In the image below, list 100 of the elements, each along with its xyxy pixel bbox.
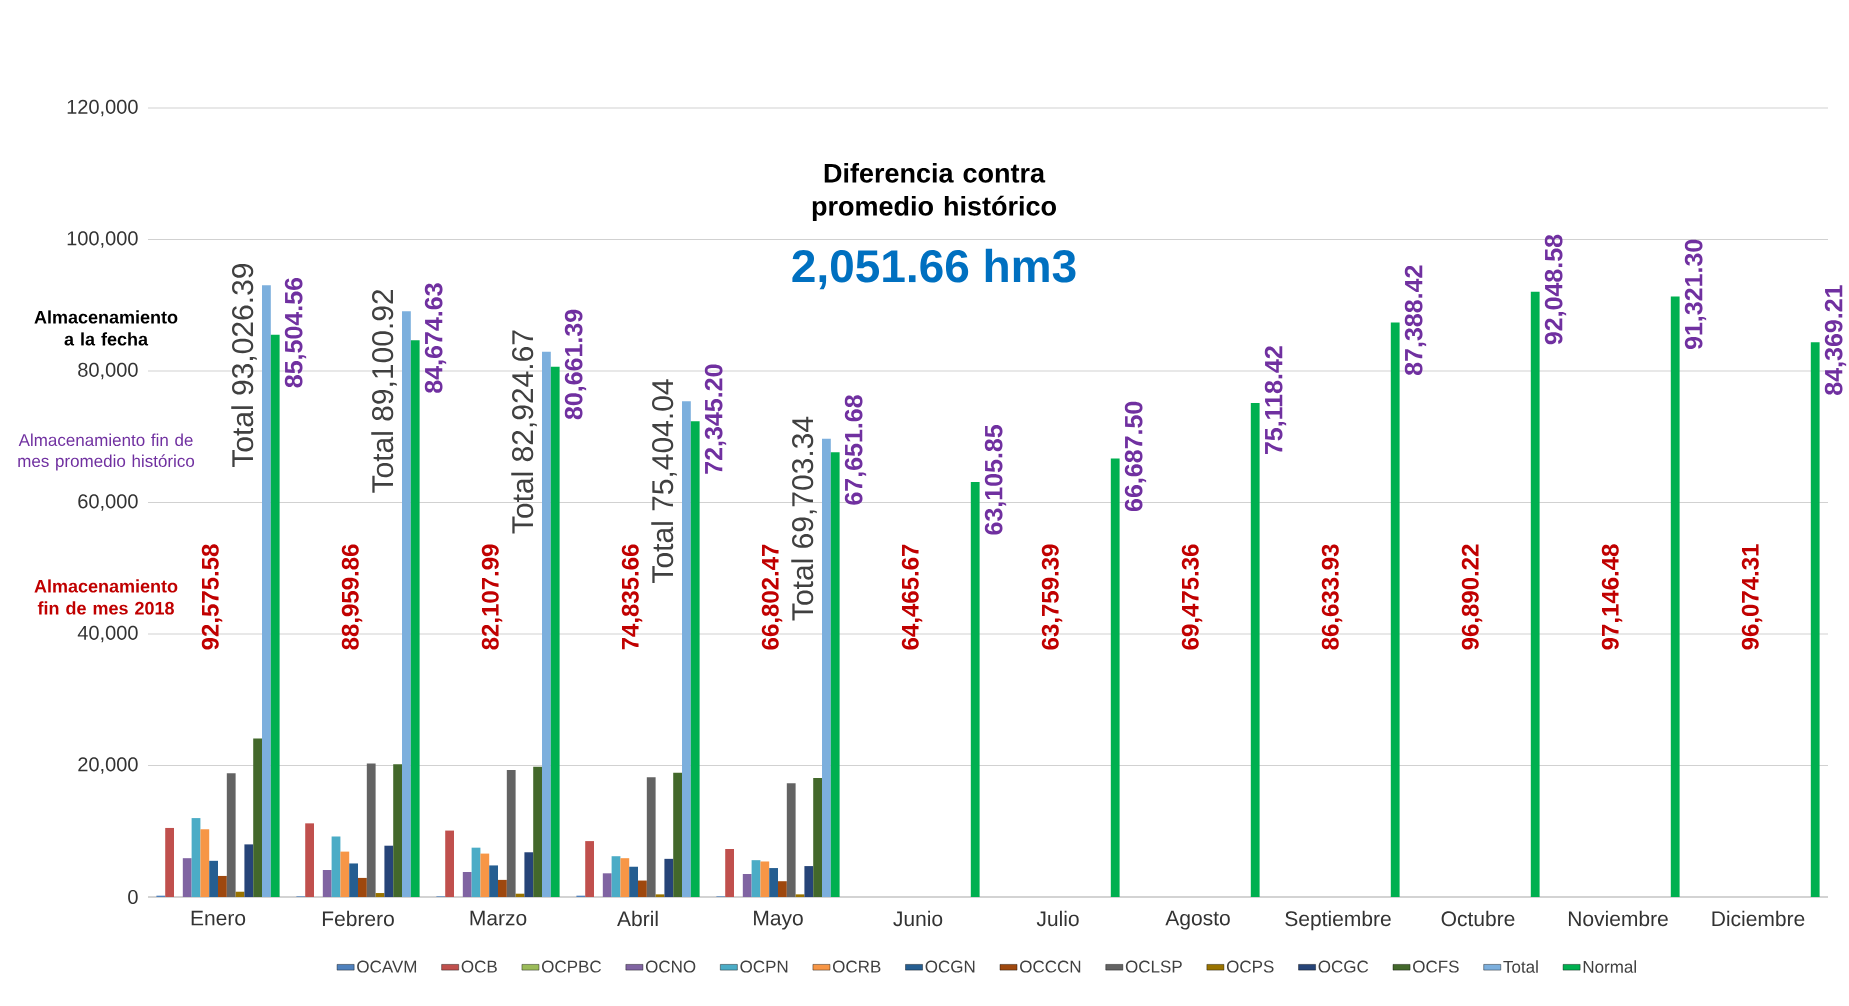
bar	[1810, 342, 1820, 897]
bar	[366, 763, 376, 897]
data-label: Total 89,100.92	[371, 289, 397, 493]
bar	[402, 311, 411, 897]
bar	[358, 877, 367, 897]
y-tick-label: 120,000	[67, 99, 138, 117]
annotation: 82,107.99	[481, 544, 503, 650]
bar	[550, 366, 560, 897]
legend-label: Normal	[1583, 960, 1636, 973]
bar	[664, 858, 674, 897]
bar	[585, 841, 595, 897]
annotation: 86,633.93	[1321, 544, 1343, 650]
bar	[542, 351, 551, 897]
data-label: Total 69,703.34	[791, 416, 817, 621]
bar	[340, 851, 350, 897]
text: Diferencia contra promedio histórico	[812, 162, 1056, 222]
bar	[751, 860, 761, 897]
data-label: 92,048.58	[1544, 234, 1567, 345]
data-label: 85,504.56	[284, 277, 307, 388]
bar	[489, 865, 499, 897]
bar	[970, 482, 980, 897]
legend-label: Total	[1503, 960, 1538, 973]
bar	[611, 856, 621, 897]
annotation: 64,465.67	[901, 544, 923, 650]
bar	[393, 764, 403, 897]
bar	[191, 818, 201, 897]
bar	[445, 830, 455, 897]
bar	[506, 770, 516, 897]
bar	[200, 829, 210, 897]
bar	[602, 873, 612, 897]
bar	[646, 777, 656, 897]
bar	[270, 334, 280, 897]
bar	[795, 894, 805, 897]
legend-label: OCPBC	[542, 960, 602, 973]
data-label: Total 82,924.67	[511, 330, 537, 534]
bar	[804, 866, 814, 897]
bar	[462, 872, 472, 897]
legend-label: OCPN	[740, 960, 788, 973]
bar	[384, 845, 394, 897]
annotation: 63,759.39	[1041, 544, 1063, 650]
bar	[253, 738, 263, 897]
bar	[165, 827, 175, 897]
bar	[349, 863, 359, 897]
bar	[830, 452, 840, 897]
bar	[778, 881, 787, 897]
legend-label: OCLSP	[1125, 960, 1182, 973]
y-tick-label: 20,000	[78, 757, 138, 774]
annotation: Almacenamiento a la fecha	[34, 310, 178, 346]
bar	[1530, 291, 1540, 897]
annotation: 74,835.66	[621, 544, 643, 650]
bar	[410, 340, 420, 897]
bar	[655, 894, 665, 897]
bar	[524, 852, 534, 897]
data-label: 84,369.21	[1824, 285, 1847, 395]
bar	[471, 847, 481, 897]
bar	[226, 773, 236, 897]
bar	[638, 880, 647, 897]
annotation: 96,074.31	[1741, 544, 1763, 650]
y-tick-label: 100,000	[67, 231, 138, 248]
annotation: 66,802.47	[761, 544, 783, 650]
x-tick-label: Junio	[893, 910, 943, 927]
bar	[1670, 296, 1680, 897]
legend-label: OCRB	[832, 960, 881, 973]
annotation: Almacenamiento fin de mes 2018	[34, 579, 178, 615]
x-tick-label: Diciembre	[1712, 910, 1805, 927]
x-tick-label: Abril	[617, 910, 658, 927]
legend-label: OCGN	[925, 960, 975, 973]
x-tick-label: Noviembre	[1568, 910, 1668, 927]
legend-label: OCB	[461, 960, 497, 973]
data-label: 67,651.68	[844, 395, 867, 505]
legend-label: OCPS	[1226, 960, 1274, 973]
bar	[786, 783, 796, 897]
bar	[620, 858, 630, 897]
bar	[682, 401, 691, 897]
bar	[769, 868, 779, 897]
x-tick-label: Mayo	[754, 910, 803, 930]
bar	[218, 875, 227, 897]
bar	[322, 870, 332, 897]
bar	[262, 285, 271, 897]
bar	[822, 438, 831, 897]
legend-label: OCCCN	[1020, 960, 1081, 973]
annotation: Almacenamiento fin de mes promedio histórico	[18, 433, 195, 471]
bar	[760, 861, 770, 897]
x-tick-label: Enero	[191, 910, 246, 926]
x-tick-label: Octubre	[1441, 910, 1515, 927]
bar	[533, 766, 543, 897]
x-tick-label: Julio	[1036, 910, 1079, 927]
bar	[1110, 458, 1120, 897]
y-tick-label: 60,000	[78, 494, 138, 511]
annotation: 96,890.22	[1461, 544, 1483, 650]
bar	[182, 858, 192, 897]
data-label: 87,388.42	[1404, 265, 1427, 376]
bar	[305, 823, 315, 897]
bar	[1390, 322, 1400, 897]
data-label: Total 93,026.39	[231, 264, 257, 468]
y-tick-label: 80,000	[78, 362, 138, 380]
y-tick-label: 0	[128, 889, 138, 905]
bar	[331, 836, 341, 897]
legend-label: OCNO	[645, 960, 696, 973]
legend-label: OCGC	[1318, 960, 1369, 973]
